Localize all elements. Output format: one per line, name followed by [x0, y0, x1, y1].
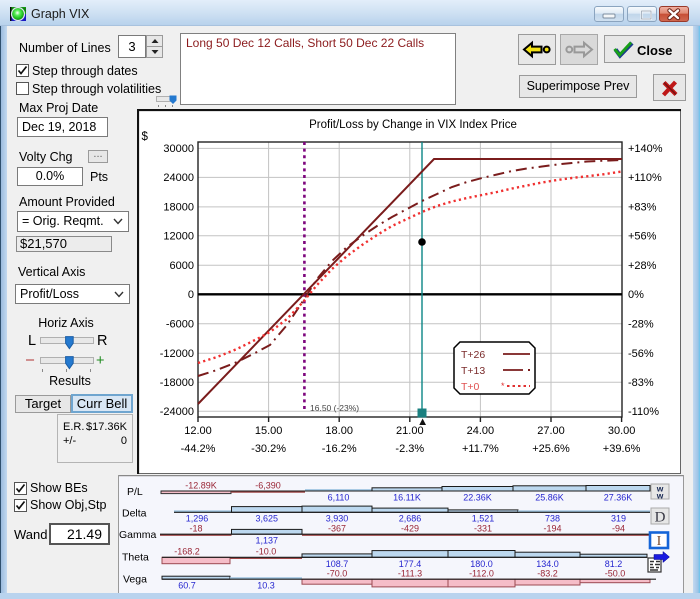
svg-text:-110%: -110%	[628, 406, 659, 418]
svg-text:+83%: +83%	[628, 202, 657, 214]
svg-text:0%: 0%	[628, 289, 644, 301]
svg-text:6000: 6000	[170, 260, 194, 272]
svg-text:-194: -194	[543, 524, 561, 534]
svg-text:-2.3%: -2.3%	[395, 443, 424, 455]
svg-text:T+13: T+13	[461, 365, 485, 377]
svg-text:12.00: 12.00	[184, 425, 212, 437]
svg-text:+25.6%: +25.6%	[532, 443, 570, 455]
svg-text:319: 319	[611, 513, 626, 523]
svg-text:Vega: Vega	[123, 574, 147, 586]
svg-text:-168.2: -168.2	[174, 547, 200, 557]
svg-text:25.86K: 25.86K	[535, 493, 564, 503]
svg-text:-18000: -18000	[160, 377, 194, 389]
svg-text:1,521: 1,521	[472, 513, 495, 523]
svg-text:21.00: 21.00	[396, 425, 424, 437]
svg-text:Delta: Delta	[122, 508, 147, 520]
svg-text:P/L: P/L	[127, 486, 143, 498]
svg-text:3,930: 3,930	[326, 513, 349, 523]
svg-text:27.36K: 27.36K	[604, 493, 633, 503]
svg-text:-12000: -12000	[160, 348, 194, 360]
svg-text:-16.2%: -16.2%	[322, 443, 357, 455]
svg-text:+110%: +110%	[628, 172, 662, 184]
svg-text:T+26: T+26	[461, 349, 485, 361]
svg-text:30.00: 30.00	[608, 425, 636, 437]
svg-text:60.7: 60.7	[178, 581, 196, 591]
svg-text:T+0: T+0	[461, 381, 480, 393]
svg-text:Theta: Theta	[122, 552, 149, 564]
svg-text:-112.0: -112.0	[469, 569, 494, 579]
svg-text:10.3: 10.3	[257, 581, 275, 591]
svg-text:180.0: 180.0	[470, 559, 493, 569]
svg-text:108.7: 108.7	[326, 559, 349, 569]
svg-text:24000: 24000	[163, 172, 194, 184]
svg-text:6,110: 6,110	[328, 493, 350, 503]
svg-text:I: I	[657, 534, 662, 549]
svg-text:22.36K: 22.36K	[463, 493, 492, 503]
svg-text:-30.2%: -30.2%	[251, 443, 286, 455]
svg-text:+39.6%: +39.6%	[603, 443, 641, 455]
svg-text:$: $	[142, 131, 149, 143]
svg-text:-111.3: -111.3	[398, 569, 422, 579]
svg-text:18.00: 18.00	[325, 425, 353, 437]
svg-text:+11.7%: +11.7%	[462, 443, 499, 455]
svg-text:-83%: -83%	[628, 377, 654, 389]
svg-text:30000: 30000	[163, 143, 194, 155]
svg-text:-10.0: -10.0	[256, 547, 277, 557]
svg-text:2,686: 2,686	[399, 513, 422, 523]
svg-text:27.00: 27.00	[537, 425, 565, 437]
svg-text:-94: -94	[612, 524, 625, 534]
svg-text:134.0: 134.0	[536, 559, 559, 569]
svg-text:-331: -331	[474, 524, 492, 534]
svg-text:+140%: +140%	[628, 143, 663, 155]
svg-text:-44.2%: -44.2%	[181, 443, 216, 455]
svg-text:D: D	[655, 510, 666, 526]
svg-text:24.00: 24.00	[467, 425, 495, 437]
svg-text:18000: 18000	[163, 202, 194, 214]
svg-text:-28%: -28%	[628, 319, 654, 331]
svg-text:16.11K: 16.11K	[393, 493, 421, 503]
svg-text:-18: -18	[189, 524, 202, 534]
svg-text:12000: 12000	[163, 231, 194, 243]
svg-text:-70.0: -70.0	[327, 569, 348, 579]
svg-text:Profit/Loss by Change in VIX I: Profit/Loss by Change in VIX Index Price	[309, 119, 517, 131]
svg-text:Gamma: Gamma	[119, 529, 157, 541]
svg-text:1,296: 1,296	[186, 513, 209, 523]
svg-text:0: 0	[188, 289, 194, 301]
svg-text:w: w	[656, 484, 664, 494]
svg-text:81.2: 81.2	[605, 559, 623, 569]
svg-text:*: *	[501, 381, 505, 391]
svg-text:1,137: 1,137	[256, 536, 279, 546]
svg-text:w: w	[656, 491, 664, 501]
svg-text:-12.89K: -12.89K	[185, 481, 217, 491]
svg-text:-24000: -24000	[160, 406, 194, 418]
svg-text:-56%: -56%	[628, 348, 654, 360]
svg-text:177.4: 177.4	[399, 559, 422, 569]
svg-text:-6,390: -6,390	[255, 481, 281, 491]
svg-text:16.50 (-23%): 16.50 (-23%)	[310, 403, 359, 413]
svg-text:+28%: +28%	[628, 260, 657, 272]
svg-text:-429: -429	[401, 524, 419, 534]
svg-text:738: 738	[545, 513, 560, 523]
svg-text:-367: -367	[328, 524, 346, 534]
svg-text:-83.2: -83.2	[537, 569, 558, 579]
svg-text:-50.0: -50.0	[605, 569, 626, 579]
svg-text:+56%: +56%	[628, 231, 657, 243]
svg-text:-6000: -6000	[166, 319, 194, 331]
svg-text:3,625: 3,625	[256, 513, 279, 523]
svg-text:15.00: 15.00	[255, 425, 283, 437]
